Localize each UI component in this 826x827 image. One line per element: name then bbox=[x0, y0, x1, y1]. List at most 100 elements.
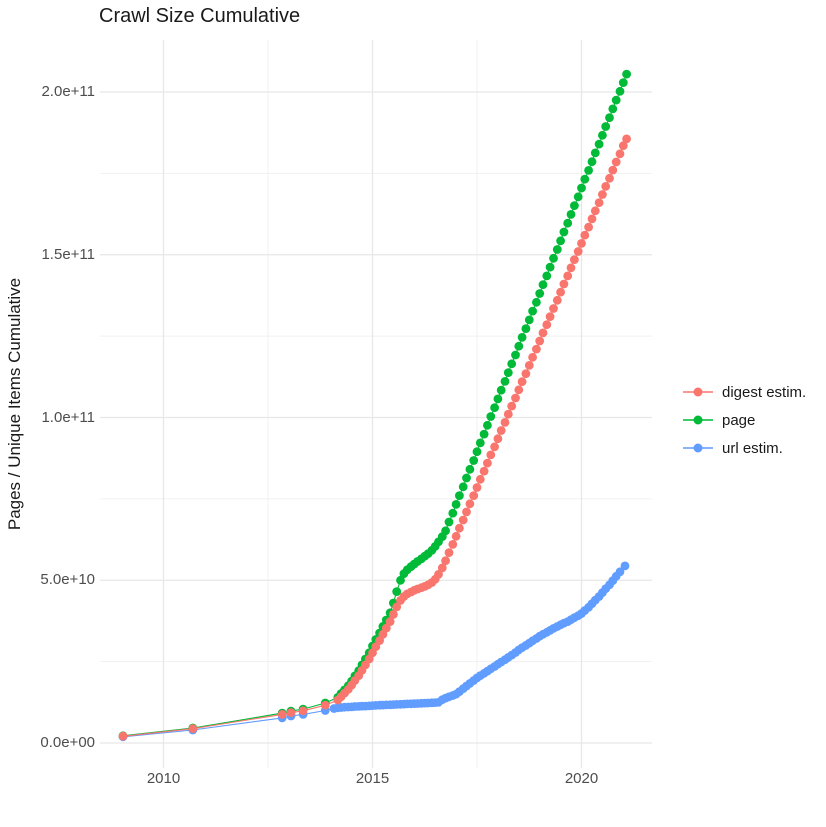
data-point-digest-estim bbox=[455, 523, 464, 533]
legend-item-page: page bbox=[682, 406, 806, 434]
data-point-digest-estim bbox=[556, 287, 565, 297]
data-point-digest-estim bbox=[580, 230, 590, 240]
data-point-digest-estim bbox=[496, 426, 506, 435]
data-point-page bbox=[559, 227, 569, 237]
data-point-digest-estim bbox=[479, 466, 489, 476]
data-point-page bbox=[618, 78, 628, 87]
data-point-digest-estim bbox=[465, 499, 475, 509]
data-point-digest-estim bbox=[448, 540, 458, 549]
data-point-page bbox=[521, 324, 531, 333]
data-point-page bbox=[611, 95, 621, 105]
data-point-page bbox=[465, 464, 475, 474]
data-point-page bbox=[563, 218, 573, 228]
legend-label: url estim. bbox=[722, 439, 783, 457]
data-point-digest-estim bbox=[490, 442, 499, 452]
data-point-page bbox=[458, 482, 468, 492]
data-point-page bbox=[455, 491, 464, 500]
data-point-page bbox=[496, 385, 506, 395]
data-point-digest-estim bbox=[549, 304, 558, 313]
data-point-digest-estim bbox=[590, 206, 600, 216]
data-point-digest-estim bbox=[542, 320, 552, 330]
data-point-page bbox=[552, 245, 562, 254]
data-point-digest-estim bbox=[320, 700, 330, 710]
x-tick-label: 2020 bbox=[564, 770, 599, 787]
legend-key-icon bbox=[683, 387, 713, 397]
data-point-digest-estim bbox=[286, 708, 296, 718]
data-point-page bbox=[514, 341, 524, 351]
data-point-digest-estim bbox=[462, 507, 471, 517]
legend-label: page bbox=[722, 411, 756, 429]
data-point-digest-estim bbox=[389, 610, 398, 619]
data-point-page bbox=[486, 412, 496, 421]
data-point-digest-estim bbox=[538, 328, 548, 338]
data-point-page bbox=[542, 271, 552, 281]
data-point-digest-estim bbox=[532, 344, 541, 354]
data-point-digest-estim bbox=[441, 556, 450, 566]
data-point-digest-estim bbox=[486, 450, 496, 460]
y-tick-label: 1.0e+11 bbox=[41, 408, 95, 426]
data-point-page bbox=[511, 350, 520, 360]
data-point-page bbox=[615, 86, 625, 96]
data-point-digest-estim bbox=[507, 401, 517, 411]
data-point-page bbox=[580, 174, 590, 184]
data-point-page bbox=[507, 359, 517, 369]
data-point-page bbox=[490, 403, 499, 413]
data-point-page bbox=[577, 183, 586, 193]
data-point-digest-estim bbox=[517, 377, 527, 387]
data-point-page bbox=[451, 500, 461, 509]
legend-key-icon bbox=[683, 443, 713, 453]
data-point-page bbox=[590, 148, 600, 158]
data-point-url-estim bbox=[620, 561, 630, 571]
data-point-page bbox=[584, 166, 593, 175]
data-point-digest-estim bbox=[434, 570, 443, 579]
data-point-digest-estim bbox=[552, 295, 562, 305]
data-point-page bbox=[493, 394, 503, 404]
legend-key-icon bbox=[683, 415, 713, 425]
data-point-page bbox=[573, 192, 583, 202]
data-point-digest-estim bbox=[451, 531, 461, 541]
data-point-digest-estim bbox=[392, 602, 402, 612]
data-point-digest-estim bbox=[472, 483, 482, 492]
data-point-digest-estim bbox=[503, 409, 513, 419]
data-point-page bbox=[396, 575, 405, 585]
data-point-digest-estim bbox=[545, 312, 555, 321]
data-point-page bbox=[448, 508, 458, 518]
data-point-page bbox=[503, 368, 513, 377]
y-tick-label: 1.5e+11 bbox=[41, 245, 95, 263]
data-point-digest-estim bbox=[385, 617, 395, 626]
data-point-digest-estim bbox=[563, 271, 573, 281]
data-point-page bbox=[598, 130, 607, 140]
data-point-page bbox=[462, 473, 471, 483]
legend-label: digest estim. bbox=[722, 383, 807, 401]
data-point-digest-estim bbox=[611, 157, 621, 167]
data-point-digest-estim bbox=[605, 173, 614, 183]
legend: digest estim. page url estim. bbox=[682, 378, 806, 462]
y-tick-label: 2.0e+11 bbox=[41, 83, 95, 100]
data-point-page bbox=[605, 113, 614, 123]
data-point-page bbox=[517, 333, 527, 342]
data-point-digest-estim bbox=[500, 418, 510, 427]
data-point-digest-estim bbox=[521, 369, 531, 378]
data-point-digest-estim bbox=[524, 361, 534, 370]
data-point-page bbox=[444, 517, 454, 527]
data-point-page bbox=[556, 236, 565, 246]
data-point-digest-estim bbox=[277, 710, 287, 719]
data-point-digest-estim bbox=[381, 623, 391, 633]
data-point-digest-estim bbox=[514, 385, 524, 395]
data-point-page bbox=[483, 420, 492, 430]
chart-title: Crawl Size Cumulative bbox=[99, 5, 301, 27]
data-point-digest-estim bbox=[437, 563, 447, 573]
data-point-digest-estim bbox=[444, 548, 454, 557]
data-point-page bbox=[538, 280, 548, 290]
data-point-page bbox=[479, 429, 489, 439]
data-point-page bbox=[570, 201, 579, 211]
data-point-page bbox=[622, 69, 631, 79]
data-point-page bbox=[587, 157, 597, 167]
data-point-digest-estim bbox=[577, 239, 586, 248]
data-point-page bbox=[549, 253, 558, 263]
data-point-digest-estim bbox=[493, 434, 503, 444]
data-point-digest-estim bbox=[584, 222, 593, 232]
data-point-page bbox=[532, 297, 541, 307]
data-point-digest-estim bbox=[587, 214, 597, 224]
